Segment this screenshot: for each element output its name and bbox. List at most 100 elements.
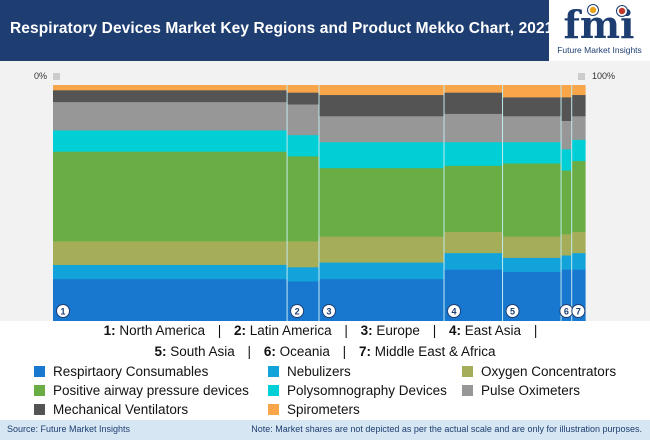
region-key-7: 7: Middle East & Africa [358, 344, 496, 359]
mekko-segment [444, 231, 504, 254]
mekko-segment [444, 85, 504, 93]
mekko-segment [561, 254, 573, 270]
mekko-segment [444, 165, 504, 232]
region-badge [447, 304, 462, 318]
mekko-segment [319, 85, 445, 96]
mekko-segment [561, 148, 573, 171]
mekko-segment [287, 85, 320, 93]
legend-item-spirometers: Spirometers [268, 402, 360, 417]
legend-item-consumables: Respirtaory Consumables [34, 364, 208, 379]
axis-marker-left [53, 73, 60, 80]
mekko-segment [444, 252, 504, 270]
mekko-segment [561, 96, 573, 121]
mekko-segment [571, 85, 586, 96]
header-banner: Respiratory Devices Market Key Regions a… [0, 0, 650, 61]
mekko-segment [502, 141, 562, 164]
mekko-segment [319, 167, 445, 237]
mekko-segment [53, 101, 288, 131]
legend-swatch [268, 404, 279, 415]
region-badge [56, 304, 70, 318]
legend-swatch [34, 366, 45, 377]
region-key-6: 6: Oceania [263, 344, 330, 359]
region-key-2: 2: Latin America [234, 323, 332, 338]
region-badge-label: 7 [576, 307, 581, 317]
region-badge-label: 6 [564, 307, 569, 317]
mekko-segment [561, 169, 573, 235]
mekko-segment [444, 113, 504, 143]
y-axis-min-label: 0% [34, 71, 47, 81]
mekko-segment [561, 85, 573, 98]
mekko-segment [53, 278, 288, 321]
footer-note: Note: Market shares are not depicted as … [251, 424, 642, 434]
legend-swatch [34, 404, 45, 415]
region-badge-label: 1 [60, 307, 65, 317]
mekko-segment [53, 129, 288, 152]
mekko-segment [561, 269, 573, 321]
region-key-5: 5: South Asia [154, 344, 235, 359]
mekko-segment [287, 266, 320, 282]
mekko-segment [287, 92, 320, 105]
logo-dot-1-inner [589, 6, 597, 14]
region-key-3: 3: Europe [360, 323, 420, 338]
mekko-segment [571, 139, 586, 162]
mekko-segment [319, 278, 445, 321]
mekko-segment [319, 262, 445, 280]
region-badge-label: 5 [510, 307, 515, 317]
chart-title: Respiratory Devices Market Key Regions a… [10, 20, 554, 37]
region-badge [571, 304, 586, 318]
mekko-segment [287, 134, 320, 157]
region-key-row-1: 1: North America | 2: Latin America | 3:… [103, 323, 538, 338]
region-badge-label: 4 [452, 307, 457, 317]
mekko-segment [287, 240, 320, 268]
legend-item-pulse-oximeters: Pulse Oximeters [462, 383, 580, 398]
region-key-row-2: 5: South Asia | 6: Oceania | 7: Middle E… [154, 344, 496, 359]
mekko-segment [502, 236, 562, 258]
mekko-segment [319, 141, 445, 169]
region-badge [290, 304, 305, 318]
legend-item-polysomnography: Polysomnography Devices [268, 383, 447, 398]
legend-swatch [462, 385, 473, 396]
fmi-logo-mark: fmi [564, 2, 635, 47]
mekko-segment [502, 96, 562, 117]
legend-swatch [34, 385, 45, 396]
region-badge [322, 304, 336, 318]
region-key-1: 1: North America [103, 323, 205, 338]
mekko-segment [319, 115, 445, 143]
mekko-segment [53, 264, 288, 280]
mekko-segment [561, 120, 573, 150]
mekko-chart: 0% 100% 1 2 3 4 5 6 7 [34, 71, 615, 321]
fmi-logo: fmi Future Market Insights [549, 0, 650, 61]
mekko-segment [502, 162, 562, 237]
mekko-segment [502, 115, 562, 143]
legend-item-mechanical-ventilators: Mechanical Ventilators [34, 402, 188, 417]
mekko-segment [444, 92, 504, 114]
mekko-segment [53, 85, 288, 91]
region-key-4: 4: East Asia [449, 323, 522, 338]
mekko-segment [571, 252, 586, 270]
mekko-segment [502, 85, 562, 98]
legend-swatch [268, 385, 279, 396]
mekko-segment [53, 151, 288, 242]
region-badge-label: 2 [295, 307, 300, 317]
legend-item-oxygen-concentrators: Oxygen Concentrators [462, 364, 616, 379]
mekko-segment [319, 236, 445, 263]
logo-dot-2-inner [618, 7, 626, 15]
region-badge-label: 3 [326, 307, 331, 317]
axis-marker-right [578, 73, 585, 80]
mekko-segment [502, 257, 562, 273]
legend-swatch [268, 366, 279, 377]
mekko-segment [444, 141, 504, 166]
legend-item-nebulizers: Nebulizers [268, 364, 351, 379]
region-badge [505, 304, 520, 318]
mekko-segment [319, 94, 445, 117]
mekko-segment [571, 160, 586, 232]
legend-swatch [462, 366, 473, 377]
legend-item-pap-devices: Positive airway pressure devices [34, 383, 249, 398]
logo-tagline: Future Market Insights [557, 45, 642, 55]
mekko-segment [571, 231, 586, 254]
mekko-segment [561, 233, 573, 256]
mekko-segment [53, 240, 288, 265]
footer-bar: Source: Future Market Insights Note: Mar… [0, 420, 650, 440]
mekko-segment [287, 103, 320, 136]
footer-source: Source: Future Market Insights [7, 424, 131, 434]
